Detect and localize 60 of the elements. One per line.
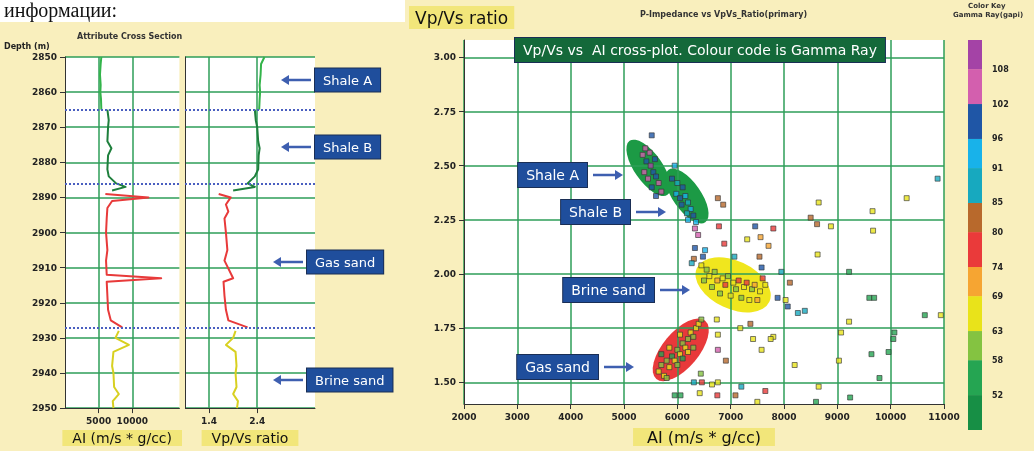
annotation: Vp/Vs vs AI cross-plot. Colour code is Gamma Ray [523,42,877,58]
text: Gas sand [315,254,376,270]
chart-title: P-Impedance vs VpVs_Ratio(primary) [640,9,808,19]
annotation: Shale B [569,204,622,220]
y-tick-label: 2.00 [433,269,456,279]
y-tick-label: 2880 [31,157,57,168]
color-bar-label: 91 [992,163,1004,173]
text: Shale A [323,72,373,88]
x-tick-label: 2000 [451,411,477,422]
y-tick-label: 1.75 [433,323,456,334]
color-bar-label: 52 [992,390,1004,400]
x-tick-label: 11000 [928,411,960,422]
y-tick-label: 2.75 [433,106,456,117]
y-tick-label: 2900 [31,227,57,238]
y-tick-label: 2950 [31,403,57,414]
x-axis-title: Vp/Vs ratio [211,430,289,446]
color-bar-label: 108 [992,64,1010,74]
y-tick-label: 2930 [31,332,57,343]
x-tick-label: 10000 [116,415,148,426]
x-tick-label: 2.4 [249,415,266,426]
y-axis-title: Vp/Vs ratio [415,7,509,28]
y-tick-label: 2940 [31,367,57,378]
color-bar-label: 63 [992,326,1004,336]
y-axis-title: Depth (m) [4,41,50,51]
color-bar-label: 74 [992,262,1004,272]
y-tick-label: 2860 [31,87,57,98]
annotation: Shale A [526,167,580,183]
x-axis-title: AI (m/s * g/cc) [647,427,761,447]
x-tick-label: 5000 [611,411,637,422]
y-tick-label: 2910 [31,262,57,273]
color-bar-label: 80 [992,227,1004,237]
text: Brine sand [315,372,385,388]
x-tick-label: 7000 [718,411,744,422]
x-axis-title: AI (m/s * g/cc) [72,430,173,446]
x-tick-label: 4000 [558,411,584,422]
x-tick-label: 6000 [664,411,690,422]
annotation: Brine sand [571,282,646,298]
y-tick-label: 2850 [31,52,57,62]
x-tick-label: 9000 [824,411,850,422]
y-tick-label: 3.00 [433,52,456,63]
text: Shale B [323,139,373,155]
y-tick-label: 1.50 [433,377,456,388]
color-bar-label: 96 [992,134,1004,144]
y-tick-label: 2890 [31,192,57,203]
x-tick-label: 5000 [86,415,112,426]
text: информации: [4,0,118,22]
color-bar-label: 85 [992,198,1004,208]
color-bar-label: 102 [992,99,1009,109]
color-bar-label: 69 [992,291,1004,301]
color-bar-label: 58 [992,355,1004,365]
x-tick-label: 8000 [771,411,797,422]
x-tick-label: 1.4 [201,415,218,426]
y-tick-label: 2870 [31,122,57,133]
y-tick-label: 2920 [31,297,57,308]
y-tick-label: 2.25 [433,214,456,225]
chart-title: Attribute Cross Section [77,31,183,41]
x-tick-label: 3000 [504,411,530,422]
y-tick-label: 2.50 [433,160,456,171]
annotation: Gas sand [525,359,590,375]
x-tick-label: 10000 [875,411,907,422]
